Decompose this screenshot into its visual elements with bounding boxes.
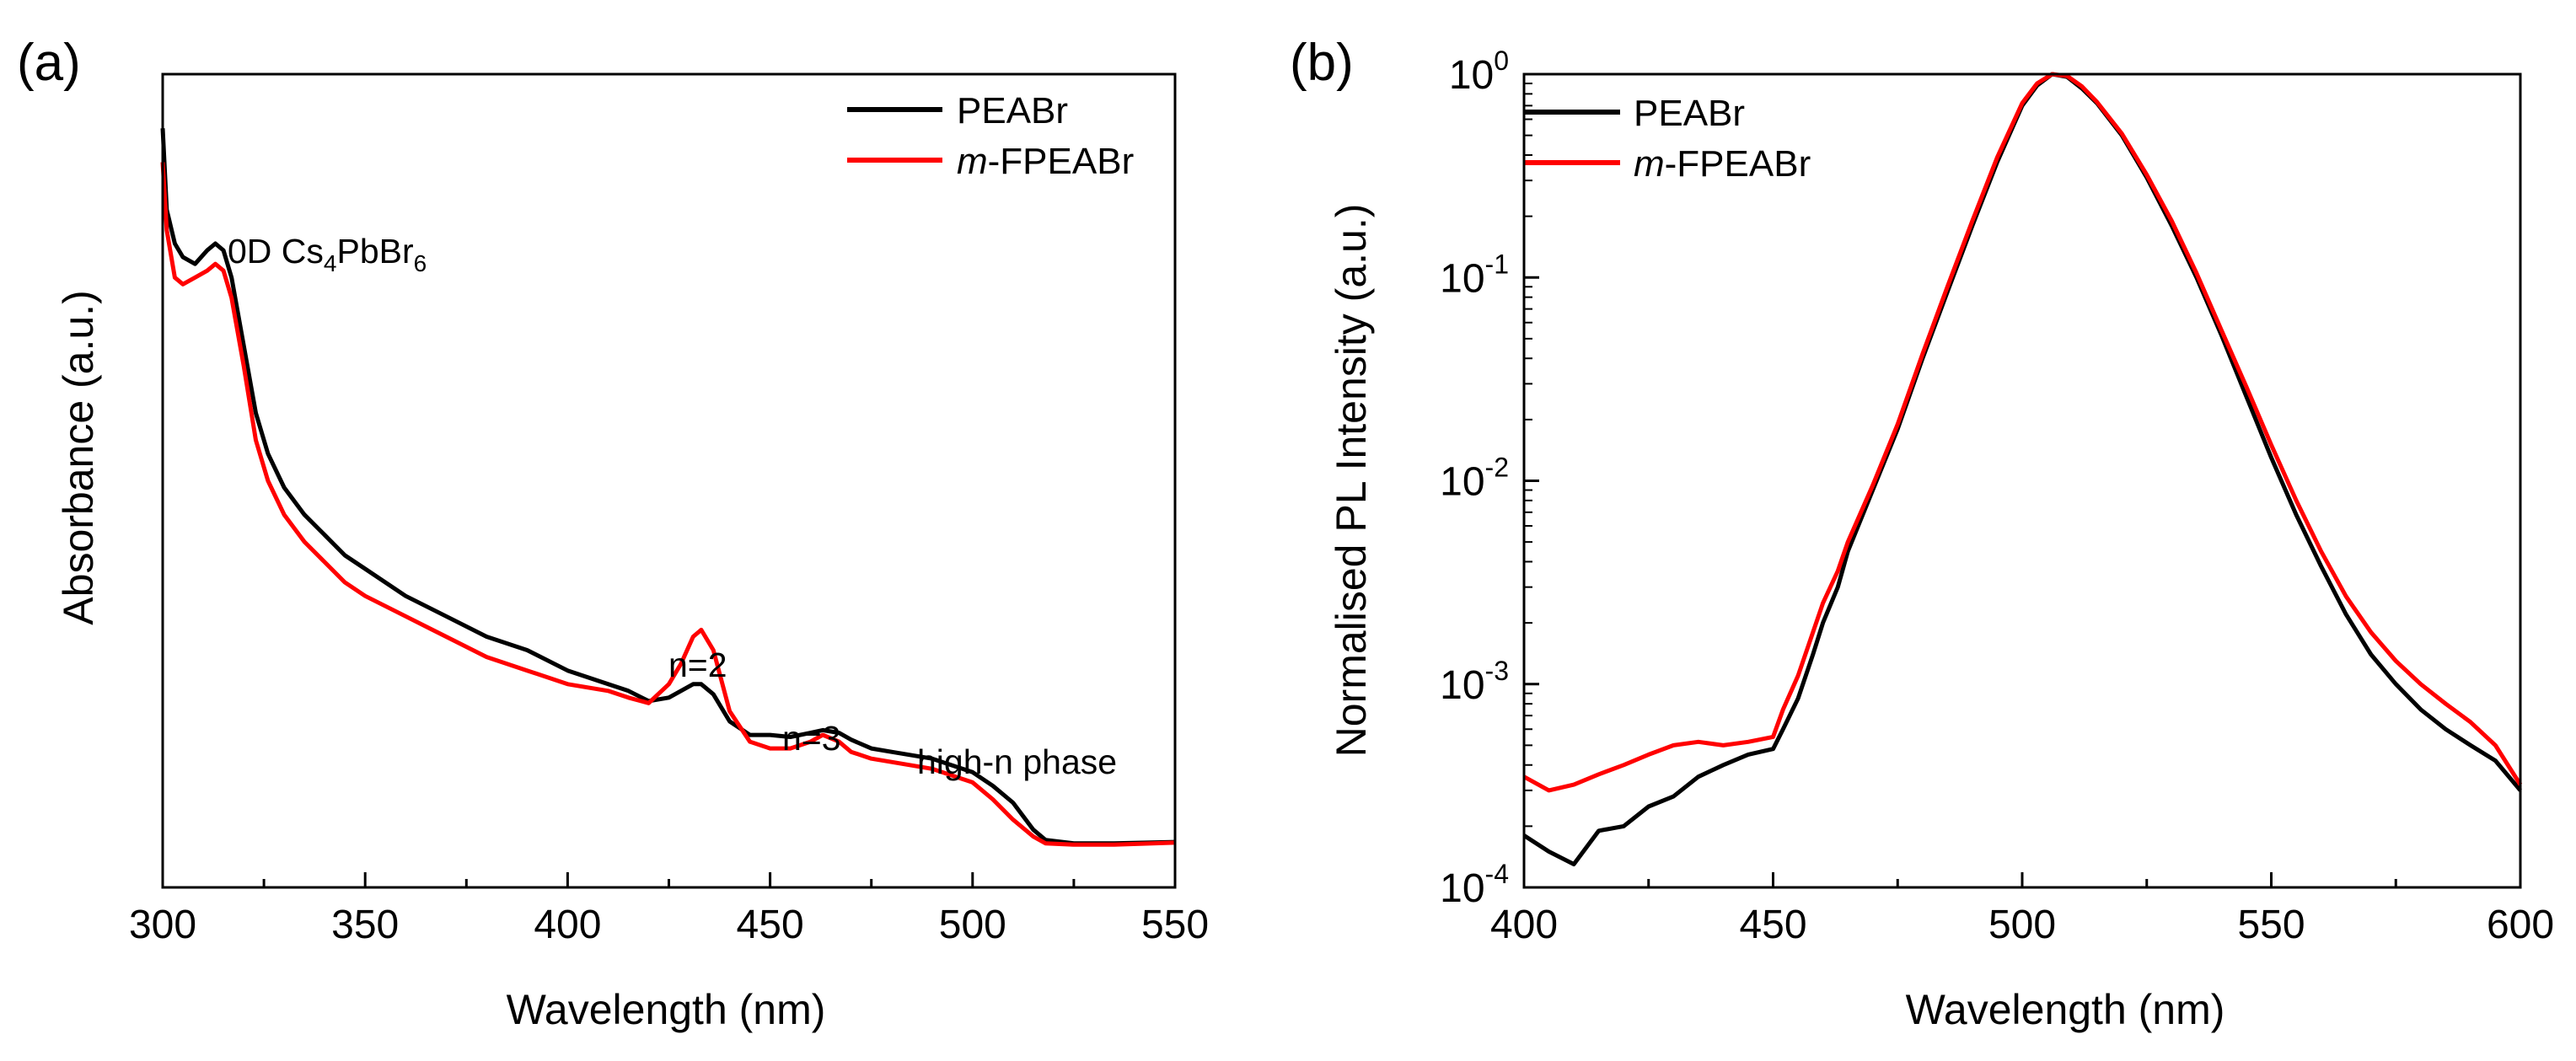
y-tick-label: 100 bbox=[1449, 46, 1509, 98]
x-tick-label-550: 550 bbox=[2237, 903, 2305, 947]
legend-label-peabr: PEABr bbox=[1634, 93, 1745, 134]
legend-label-m-fpeabr: m-FPEABr bbox=[957, 141, 1134, 182]
panel-a-frame bbox=[161, 72, 1177, 889]
panel-a-annotations: 0D Cs4PbBr6 n=2 n=3 high-n phase bbox=[228, 232, 1117, 781]
annotation-n3: n=3 bbox=[782, 719, 841, 758]
x-tick-label-500: 500 bbox=[1988, 903, 2056, 947]
annotation-high-n-phase: high-n phase bbox=[917, 742, 1117, 781]
panel-b-label: (b) bbox=[1290, 34, 1354, 92]
panel-a-series bbox=[160, 128, 1176, 847]
panel-a-xlabel: Wavelength (nm) bbox=[507, 986, 826, 1033]
y-tick-label: 10-1 bbox=[1440, 249, 1509, 301]
x-tick-label-300: 300 bbox=[129, 903, 196, 947]
panel-b-series bbox=[1522, 72, 2523, 866]
y-tick-label: 10-2 bbox=[1440, 453, 1509, 505]
x-tick-label-450: 450 bbox=[1739, 903, 1806, 947]
x-tick-label-600: 600 bbox=[2487, 903, 2554, 947]
legend-label-m-fpeabr: m-FPEABr bbox=[1634, 143, 1811, 185]
legend-label-peabr: PEABr bbox=[957, 90, 1068, 131]
x-tick-label-400: 400 bbox=[534, 903, 601, 947]
series-line-m-fpeabr bbox=[160, 162, 1176, 847]
panel-b-frame bbox=[1522, 72, 2522, 889]
panel-a-legend: PEABr m-FPEABr bbox=[847, 90, 1134, 182]
annotation-0d-cs4pbbr6: 0D Cs4PbBr6 bbox=[228, 232, 427, 276]
panel-a-x-ticks: 300 350 400 450 500 550 bbox=[129, 872, 1209, 947]
panel-b: (b) Normalised PL Intensity (a.u.) Wavel… bbox=[1290, 34, 2554, 1033]
x-tick-label-550: 550 bbox=[1141, 903, 1209, 947]
y-tick-label: 10-3 bbox=[1440, 656, 1509, 708]
x-tick-label-450: 450 bbox=[737, 903, 804, 947]
x-tick-label-350: 350 bbox=[331, 903, 399, 947]
panel-b-xlabel: Wavelength (nm) bbox=[1906, 986, 2225, 1033]
panel-a: (a) Absorbance (a.u.) Wavelength (nm) 30… bbox=[17, 34, 1209, 1033]
annotation-n2: n=2 bbox=[668, 646, 727, 684]
series-line-m-fpeabr bbox=[1522, 72, 2523, 793]
panel-b-ylabel: Normalised PL Intensity (a.u.) bbox=[1328, 204, 1375, 758]
x-tick-label-400: 400 bbox=[1490, 903, 1558, 947]
panel-b-legend: PEABr m-FPEABr bbox=[1524, 93, 1811, 185]
y-tick-label: 10-4 bbox=[1440, 859, 1509, 911]
panel-a-ylabel: Absorbance (a.u.) bbox=[55, 290, 102, 624]
panel-a-label: (a) bbox=[17, 34, 81, 92]
x-tick-label-500: 500 bbox=[939, 903, 1006, 947]
panel-b-ticks: 400 450 500 550 600 10-4 10-3 10-2 10-1 100 bbox=[1440, 46, 2554, 947]
